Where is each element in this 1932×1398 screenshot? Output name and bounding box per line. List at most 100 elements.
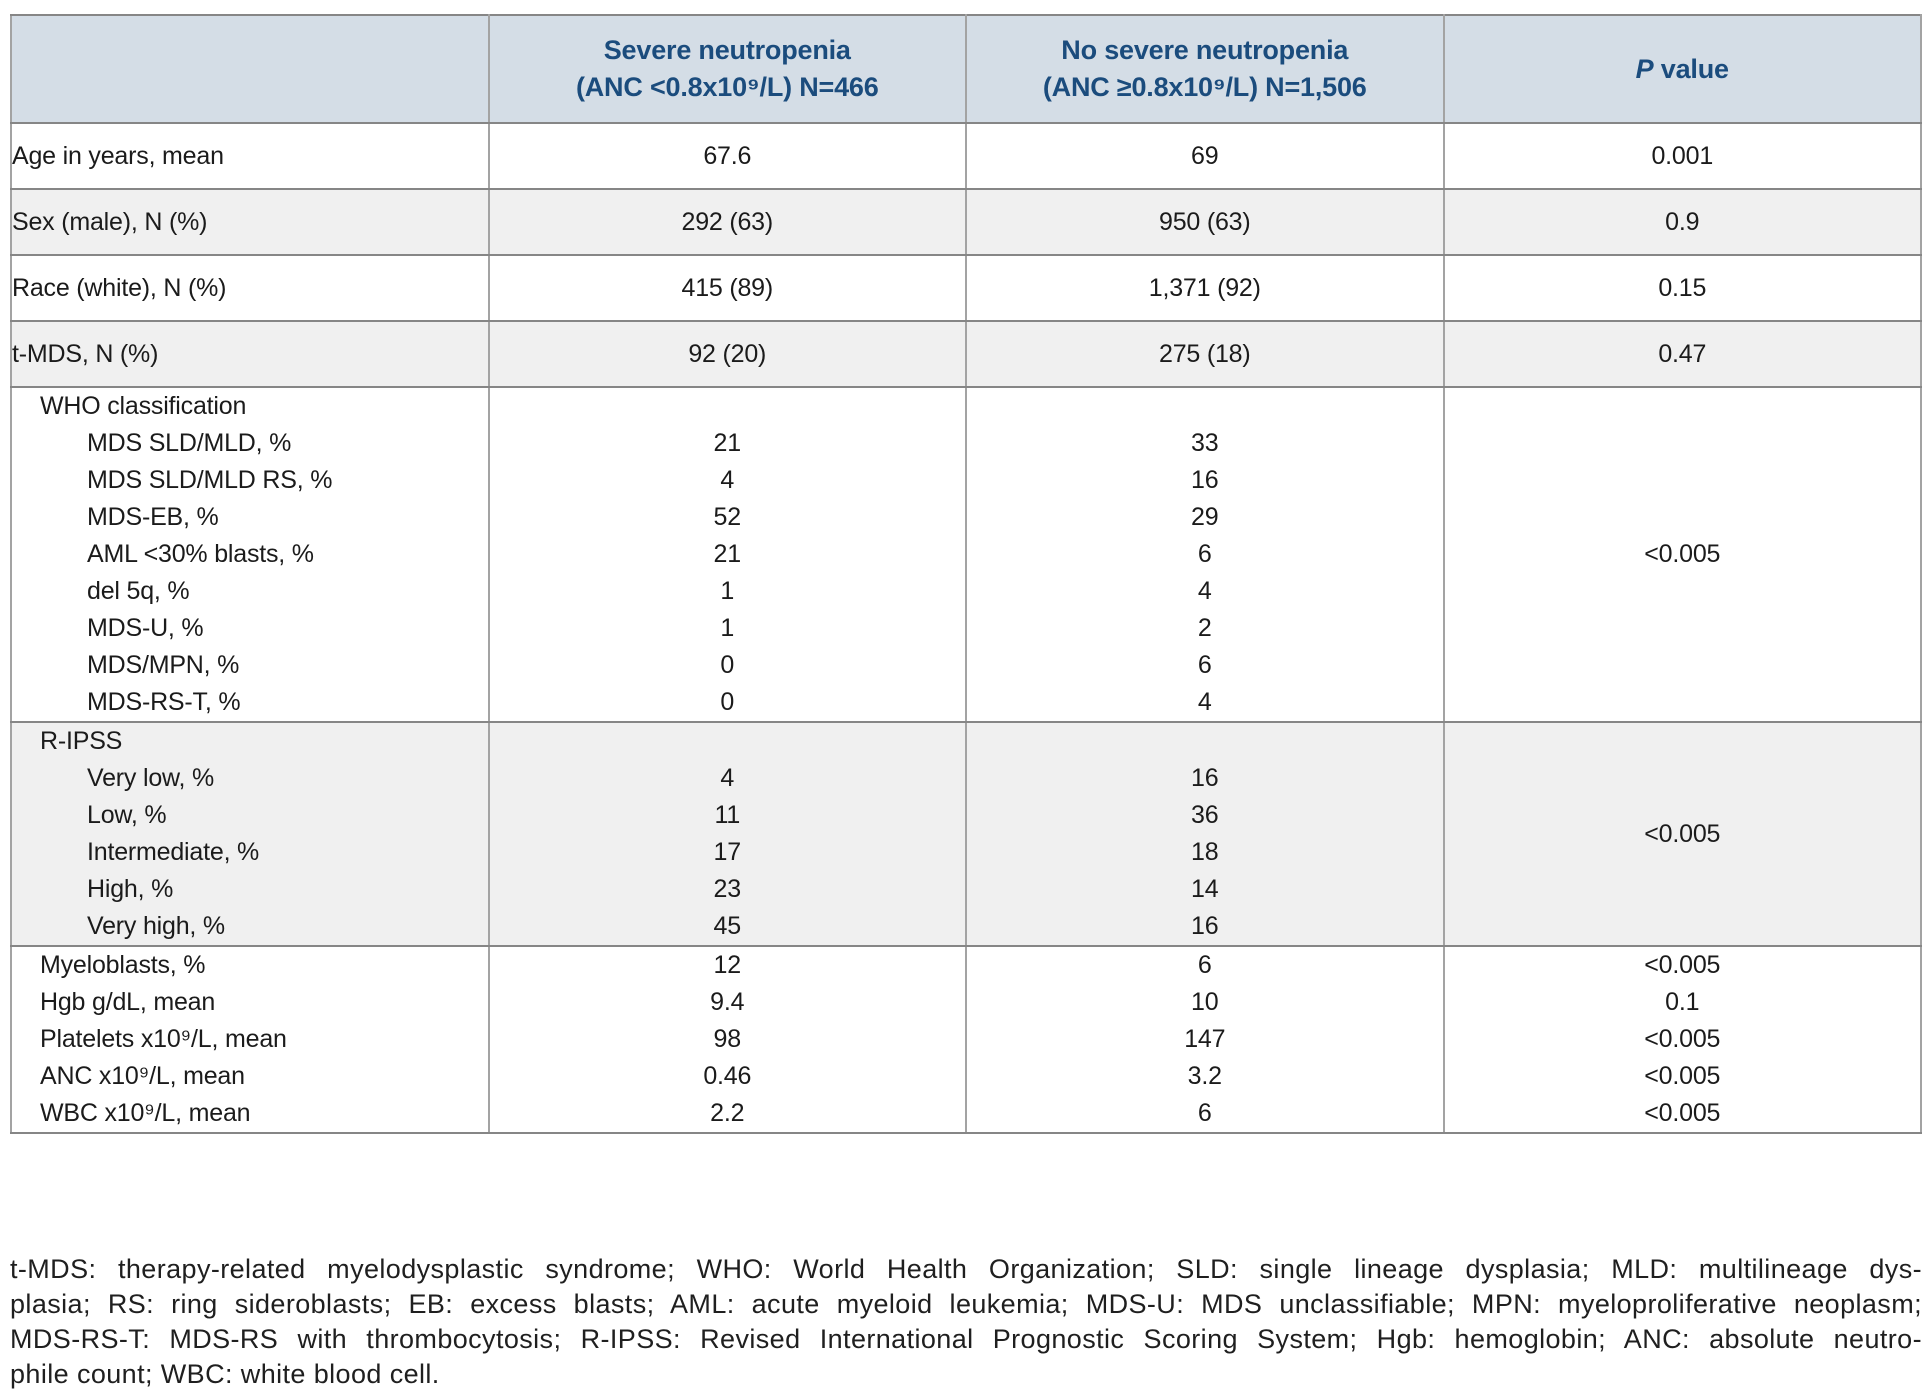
ripss-severe-value: 4	[720, 764, 735, 792]
header-no-severe-neutropenia: No severe neutropenia (ANC ≥0.8x10⁹/L) N…	[965, 14, 1445, 124]
who-nosevere-value: 29	[1191, 503, 1219, 531]
header-severe-line2: (ANC <0.8x10⁹/L) N=466	[575, 72, 879, 102]
header-severe-line1: Severe neutropenia	[603, 35, 851, 65]
labs-nosevere-value: 147	[1184, 1025, 1226, 1053]
who-nosevere-value: 4	[1197, 577, 1212, 605]
ripss-severe-values: 4 11 17 23 45	[487, 721, 967, 947]
labs-severe-values: 12 9.4 98 0.46 2.2	[487, 945, 967, 1134]
ripss-severe-value: 11	[714, 801, 741, 829]
race-p-value: 0.15	[1442, 254, 1922, 322]
ripss-item-label: High, %	[87, 875, 174, 903]
who-item-label: MDS-U, %	[87, 614, 204, 642]
labs-severe-value: 12	[713, 951, 742, 979]
header-row: Severe neutropenia (ANC <0.8x10⁹/L) N=46…	[10, 14, 1922, 124]
table-section-labs: Myeloblasts, % Hgb g/dL, mean Platelets …	[10, 945, 1922, 1134]
who-severe-value: 21	[713, 540, 742, 568]
ripss-nosevere-value: 16	[1191, 764, 1219, 792]
labs-item-label: ANC x10⁹/L, mean	[40, 1062, 245, 1090]
age-p-value: 0.001	[1442, 122, 1922, 190]
who-p-value: <0.005	[1442, 386, 1922, 723]
labs-severe-value: 9.4	[710, 988, 745, 1016]
row-label-race: Race (white), N (%)	[10, 254, 490, 322]
tmds-nosevere-value: 275 (18)	[965, 320, 1445, 388]
table-row-tmds: t-MDS, N (%) 92 (20) 275 (18) 0.47	[10, 320, 1922, 388]
header-nosevere-line2: (ANC ≥0.8x10⁹/L) N=1,506	[1042, 72, 1367, 102]
who-item-label: MDS SLD/MLD RS, %	[87, 466, 333, 494]
who-severe-value: 1	[720, 577, 735, 605]
labs-item-label: Myeloblasts, %	[40, 951, 206, 979]
labs-nosevere-values: 6 10 147 3.2 6	[965, 945, 1445, 1134]
sex-nosevere-value: 950 (63)	[965, 188, 1445, 256]
labs-p-value: <0.005	[1644, 951, 1721, 979]
header-p-value: P value	[1442, 14, 1922, 124]
labs-item-label: Platelets x10⁹/L, mean	[40, 1025, 287, 1053]
sex-p-value: 0.9	[1442, 188, 1922, 256]
row-label-age: Age in years, mean	[10, 122, 490, 190]
tmds-severe-value: 92 (20)	[487, 320, 967, 388]
patient-characteristics-table: Severe neutropenia (ANC <0.8x10⁹/L) N=46…	[10, 14, 1922, 1134]
who-nosevere-value: 4	[1197, 688, 1212, 716]
who-nosevere-value: 2	[1197, 614, 1212, 642]
who-item-label: del 5q, %	[87, 577, 190, 605]
ripss-nosevere-values: 16 36 18 14 16	[965, 721, 1445, 947]
who-severe-value: 52	[713, 503, 742, 531]
ripss-severe-value: 23	[713, 875, 742, 903]
who-section-label: WHO classification	[40, 392, 247, 420]
who-severe-value: 4	[720, 466, 735, 494]
header-severe-neutropenia: Severe neutropenia (ANC <0.8x10⁹/L) N=46…	[487, 14, 967, 124]
ripss-item-label: Low, %	[87, 801, 167, 829]
header-empty-cell	[10, 14, 490, 124]
labs-severe-value: 2.2	[710, 1099, 745, 1127]
labs-labels: Myeloblasts, % Hgb g/dL, mean Platelets …	[10, 945, 490, 1134]
footnote-line: plasia; RS: ring sideroblasts; EB: exces…	[10, 1289, 1922, 1319]
who-severe-values: 21 4 52 21 1 1 0 0	[487, 386, 967, 723]
labs-nosevere-value: 6	[1197, 951, 1212, 979]
labs-nosevere-value: 3.2	[1187, 1062, 1222, 1090]
who-severe-value: 21	[713, 429, 742, 457]
ripss-nosevere-value: 18	[1191, 838, 1219, 866]
age-nosevere-value: 69	[965, 122, 1445, 190]
table-row-sex: Sex (male), N (%) 292 (63) 950 (63) 0.9	[10, 188, 1922, 256]
who-nosevere-value: 6	[1197, 540, 1212, 568]
table-footnote: t-MDS: therapy-related myelodysplastic s…	[10, 1252, 1922, 1392]
ripss-severe-value: 17	[713, 838, 742, 866]
row-label-sex: Sex (male), N (%)	[10, 188, 490, 256]
labs-nosevere-value: 10	[1191, 988, 1219, 1016]
ripss-item-label: Very high, %	[87, 912, 225, 940]
labs-p-values: <0.005 0.1 <0.005 <0.005 <0.005	[1442, 945, 1922, 1134]
header-nosevere-line1: No severe neutropenia	[1061, 35, 1349, 65]
p-value-italic-p: P	[1635, 53, 1654, 84]
who-nosevere-values: 33 16 29 6 4 2 6 4	[965, 386, 1445, 723]
labs-p-value: <0.005	[1644, 1025, 1721, 1053]
labs-severe-value: 98	[713, 1025, 742, 1053]
ripss-item-label: Very low, %	[87, 764, 215, 792]
ripss-nosevere-value: 14	[1191, 875, 1219, 903]
who-nosevere-value: 33	[1191, 429, 1219, 457]
who-item-label: MDS/MPN, %	[87, 651, 240, 679]
who-labels: WHO classification MDS SLD/MLD, % MDS SL…	[10, 386, 490, 723]
who-nosevere-value: 16	[1191, 466, 1219, 494]
who-item-label: MDS-EB, %	[87, 503, 219, 531]
spacer-line	[967, 388, 1443, 425]
sex-severe-value: 292 (63)	[487, 188, 967, 256]
footnote-line: MDS-RS-T: MDS-RS with thrombocytosis; R-…	[10, 1324, 1922, 1354]
spacer-line	[967, 723, 1443, 760]
table-section-ripss: R-IPSS Very low, % Low, % Intermediate, …	[10, 721, 1922, 947]
labs-severe-value: 0.46	[703, 1062, 752, 1090]
tmds-p-value: 0.47	[1442, 320, 1922, 388]
p-value-rest: value	[1653, 53, 1729, 84]
ripss-labels: R-IPSS Very low, % Low, % Intermediate, …	[10, 721, 490, 947]
race-nosevere-value: 1,371 (92)	[965, 254, 1445, 322]
ripss-item-label: Intermediate, %	[87, 838, 260, 866]
who-item-label: AML <30% blasts, %	[87, 540, 314, 568]
who-severe-value: 0	[720, 688, 735, 716]
age-severe-value: 67.6	[487, 122, 967, 190]
ripss-nosevere-value: 16	[1191, 912, 1219, 940]
labs-p-value: <0.005	[1644, 1099, 1721, 1127]
who-severe-value: 0	[720, 651, 735, 679]
table-row-age: Age in years, mean 67.6 69 0.001	[10, 122, 1922, 190]
race-severe-value: 415 (89)	[487, 254, 967, 322]
ripss-severe-value: 45	[713, 912, 742, 940]
table-row-race: Race (white), N (%) 415 (89) 1,371 (92) …	[10, 254, 1922, 322]
